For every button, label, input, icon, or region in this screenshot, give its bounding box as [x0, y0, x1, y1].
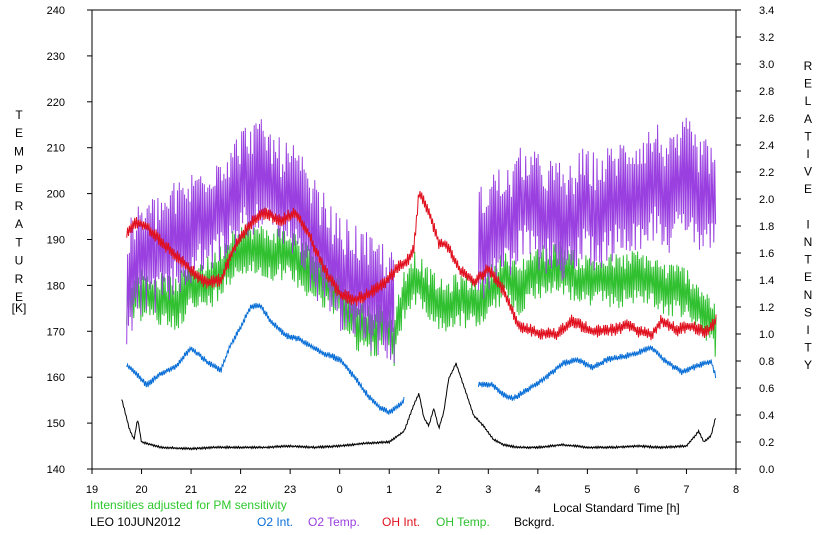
x-tick-label: 21: [185, 484, 197, 496]
series-line: [126, 119, 395, 364]
y-left-label-letter: T: [15, 235, 23, 249]
x-tick-label: 1: [386, 484, 392, 496]
y-right-tick-label: 2.2: [759, 167, 774, 179]
x-tick-label: 3: [485, 484, 491, 496]
y-right-tick-label: 1.2: [759, 302, 774, 314]
legend-entry: OH Temp.: [436, 515, 490, 529]
y-right-label-letter: N: [804, 235, 813, 249]
y-left-unit: [K]: [12, 301, 27, 315]
x-tick-label: 8: [733, 484, 739, 496]
y-right-tick-label: 0.6: [759, 383, 774, 395]
y-right-label-letter: Y: [804, 358, 812, 372]
sensitivity-note: Intensities adjusted for PM sensitivity: [90, 498, 287, 512]
y-left-label-letter: E: [15, 126, 23, 140]
y-right-label-letter: E: [804, 182, 812, 196]
y-right-label-letter: T: [804, 341, 812, 355]
y-left-label-letter: R: [15, 199, 24, 213]
legend-entry: OH Int.: [382, 515, 420, 529]
y-left-tick-label: 180: [47, 280, 65, 292]
x-tick-label: 2: [436, 484, 442, 496]
y-right-label-letter: I: [806, 323, 809, 337]
axis-layer: 19 20 21 22 23 0 1 2 3 4 5 6 7 8140150160170180190200…: [47, 5, 775, 496]
y-right-label-letter: T: [804, 253, 812, 267]
x-tick-label: 6: [634, 484, 640, 496]
y-left-tick-label: 240: [47, 5, 65, 17]
y-left-label-letter: M: [14, 144, 24, 158]
y-left-tick-label: 200: [47, 189, 65, 201]
y-left-label-letter: T: [15, 108, 23, 122]
y-left-label-letter: U: [15, 254, 24, 268]
x-tick-label: 19: [86, 484, 98, 496]
y-left-label-letter: A: [15, 217, 23, 231]
y-right-label-letter: N: [804, 288, 813, 302]
x-tick-label: 0: [337, 484, 343, 496]
y-right-tick-label: 3.2: [759, 32, 774, 44]
y-right-tick-label: 3.4: [759, 5, 774, 17]
y-right-tick-label: 2.8: [759, 86, 774, 98]
legend-entry: O2 Int.: [257, 515, 293, 529]
y-left-tick-label: 150: [47, 418, 65, 430]
x-tick-label: 20: [135, 484, 147, 496]
x-tick-label: 5: [584, 484, 590, 496]
y-left-tick-label: 190: [47, 235, 65, 247]
y-right-label-letter: I: [806, 217, 809, 231]
series-layer: [121, 117, 717, 451]
y-right-label-letter: V: [804, 165, 812, 179]
x-axis-label: Local Standard Time [h]: [553, 501, 680, 515]
legend-entry: O2 Temp.: [308, 515, 360, 529]
y-right-tick-label: 1.6: [759, 248, 774, 260]
series-line: [477, 117, 717, 299]
y-right-tick-label: 1.0: [759, 329, 774, 341]
y-right-label-letter: S: [804, 305, 812, 319]
y-left-label-letter: E: [15, 181, 23, 195]
y-right-tick-label: 3.0: [759, 59, 774, 71]
y-right-label-letter: A: [804, 112, 812, 126]
y-right-tick-label: 0.4: [759, 410, 774, 422]
y-right-tick-label: 0.0: [759, 464, 774, 476]
y-left-label-letter: P: [15, 163, 23, 177]
series-line: [126, 223, 717, 367]
series-line: [126, 190, 717, 341]
y-left-label-letter: R: [15, 272, 24, 286]
y-right-tick-label: 0.2: [759, 437, 774, 449]
x-tick-label: 22: [234, 484, 246, 496]
y-right-label-letter: L: [805, 94, 812, 108]
legend-entry: Bckgrd.: [514, 515, 555, 529]
x-tick-label: 7: [683, 484, 689, 496]
x-tick-label: 4: [535, 484, 541, 496]
y-right-tick-label: 0.8: [759, 356, 774, 368]
series-line: [126, 302, 405, 415]
y-right-tick-label: 2.4: [759, 140, 774, 152]
legend: O2 Int. O2 Temp. OH Int. OH Temp. Bckgrd.: [257, 515, 555, 529]
y-right-label-letter: T: [804, 129, 812, 143]
y-left-label-letter: E: [15, 290, 23, 304]
caption: LEO 10JUN2012: [90, 515, 181, 529]
y-left-tick-label: 140: [47, 464, 65, 476]
y-right-tick-label: 1.4: [759, 275, 774, 287]
y-right-label-letter: E: [804, 270, 812, 284]
series-line: [477, 344, 717, 402]
x-tick-label: 23: [284, 484, 296, 496]
y-right-label-letter: I: [806, 147, 809, 161]
y-left-tick-label: 230: [47, 51, 65, 63]
series-line: [121, 362, 717, 451]
y-right-label-letter: R: [804, 59, 813, 73]
y-right-tick-label: 2.6: [759, 113, 774, 125]
y-right-tick-label: 1.8: [759, 221, 774, 233]
y-left-tick-label: 210: [47, 143, 65, 155]
y-left-tick-label: 170: [47, 326, 65, 338]
y-left-tick-label: 160: [47, 372, 65, 384]
y-left-tick-label: 220: [47, 97, 65, 109]
y-right-label-letter: E: [804, 77, 812, 91]
y-right-tick-label: 2.0: [759, 194, 774, 206]
